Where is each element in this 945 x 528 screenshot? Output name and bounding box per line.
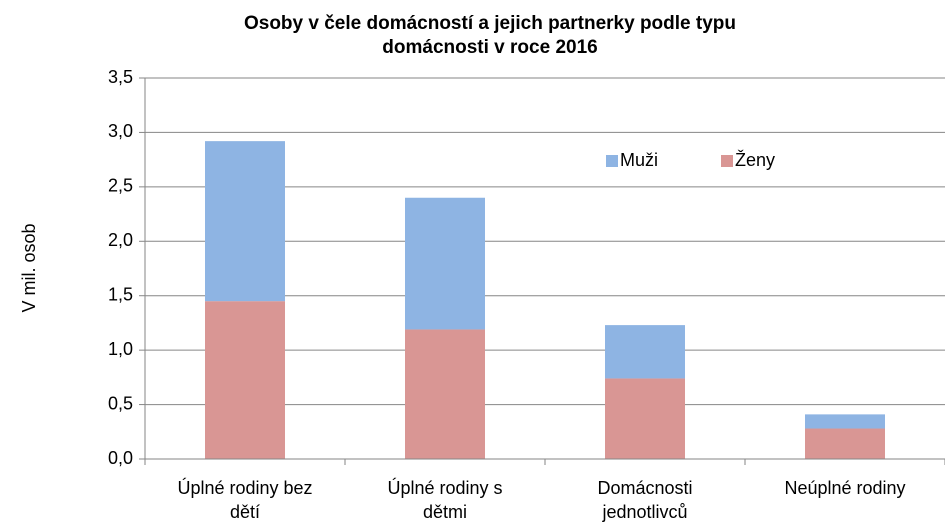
bar-segment [805,414,885,429]
x-tick-label: Domácnosti [597,478,692,498]
x-tick-label: Neúplné rodiny [784,478,905,498]
bar-segment [605,378,685,459]
y-tick-label: 1,5 [108,284,133,304]
x-tick-label: dětmi [423,502,467,522]
chart-title: Osoby v čele domácností a jejich partner… [244,13,736,34]
y-tick-label: 0,0 [108,448,133,468]
legend-label: Muži [620,150,658,170]
bar-segment [605,325,685,379]
x-tick-label: jednotlivců [601,502,687,522]
y-tick-label: 3,0 [108,121,133,141]
legend-swatch [606,155,618,167]
bar-segment [205,301,285,459]
y-tick-label: 3,5 [108,67,133,87]
y-tick-label: 2,5 [108,176,133,196]
bar-segment [405,197,485,330]
x-tick-label: Úplné rodiny bez [177,477,312,498]
bar-segment [805,428,885,459]
legend-swatch [721,155,733,167]
y-tick-label: 2,0 [108,230,133,250]
bar-segment [205,141,285,302]
x-tick-label: Úplné rodiny s [387,477,502,498]
legend-label: Ženy [735,150,775,170]
chart-title: domácnosti v roce 2016 [382,37,597,58]
x-tick-label: dětí [230,502,260,522]
y-axis-label: V mil. osob [19,223,39,312]
bar-segment [405,329,485,459]
y-tick-label: 0,5 [108,393,133,413]
y-tick-label: 1,0 [108,339,133,359]
